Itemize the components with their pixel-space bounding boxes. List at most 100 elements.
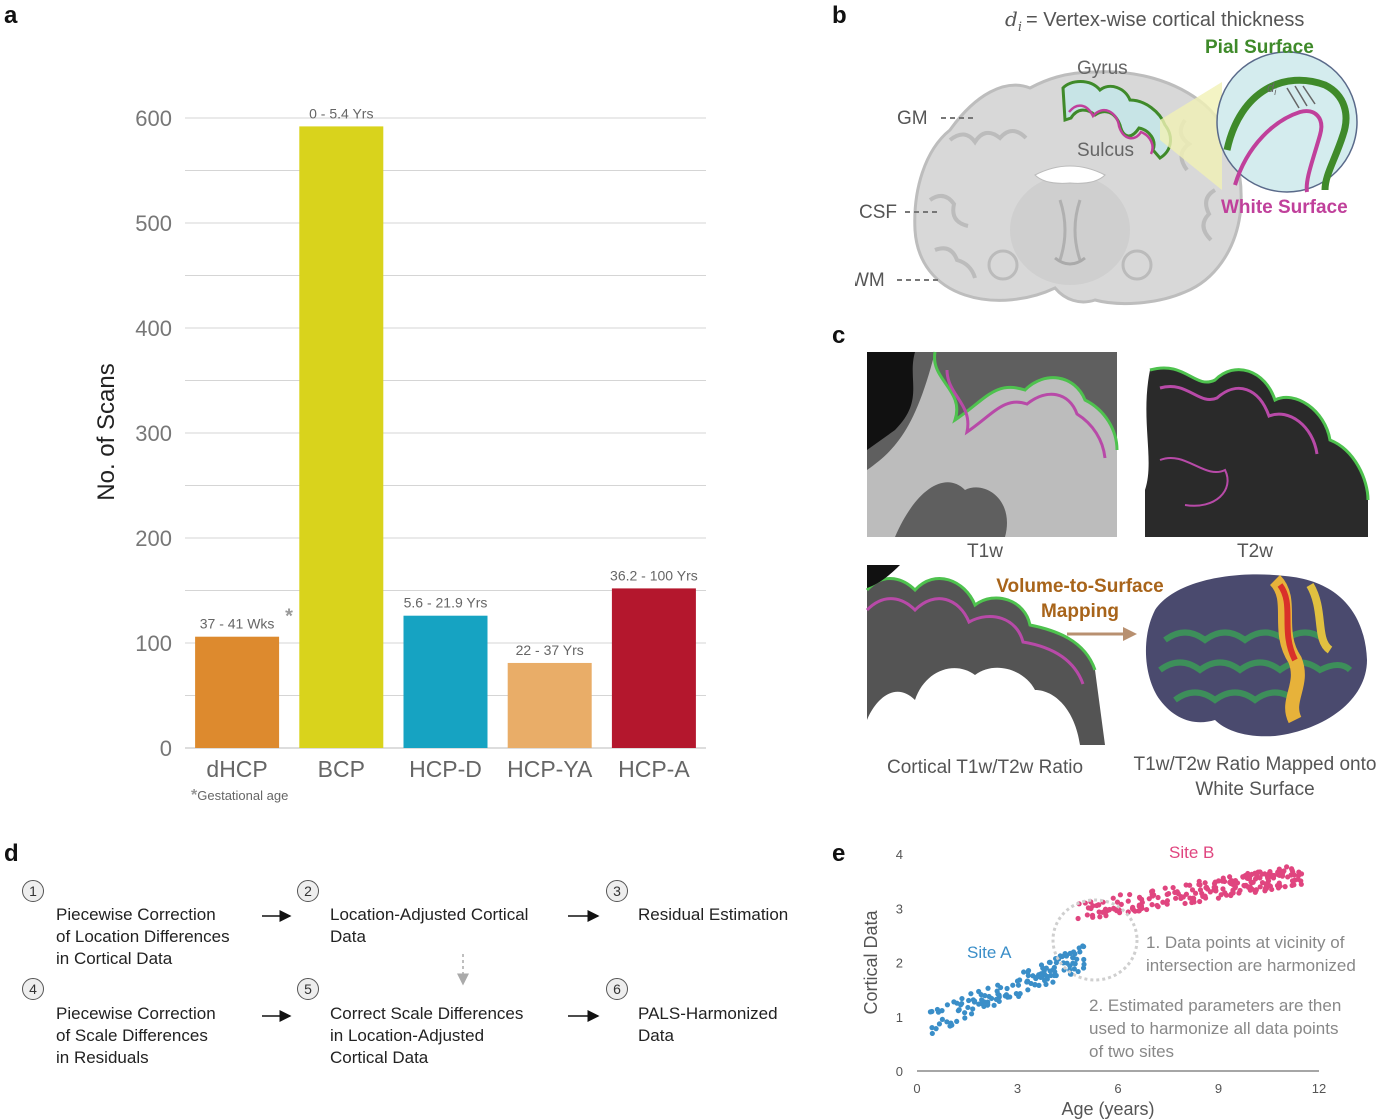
scatter-point [1130,904,1136,910]
scatter-point [1197,898,1203,905]
scatter-point [981,999,987,1005]
scatter-point [1196,878,1202,884]
scatter-point [982,993,988,999]
scatter-point [995,991,1001,997]
scatter-point [1088,905,1094,912]
scatter-xlabel: Age (years) [1061,1099,1154,1119]
step-1-text: Piecewise Correction of Location Differen… [56,905,230,968]
footnote: *Gestational age [191,787,288,804]
y-tick-label: 0 [160,736,172,761]
bar-range-label: 37 - 41 Wks [200,616,275,632]
panel-letter-a: a [4,2,18,29]
bar-dhcp [195,636,280,748]
scatter-point [1187,882,1193,888]
scatter-point [1182,900,1188,907]
white-surface-label: White Surface [1221,197,1348,218]
scatter-point [1053,960,1059,966]
scatter-point [1230,890,1236,896]
x-tick-label: 6 [1114,1081,1121,1096]
y-tick-label: 3 [896,901,903,916]
scatter-point [933,1026,939,1032]
step-2-text: Location-Adjusted Cortical Data [330,905,529,946]
x-category-label: HCP-A [618,756,690,782]
gyrus-label: Gyrus [1077,58,1128,79]
scatter-point [1118,901,1124,907]
mapping-label-line2: Mapping [1041,601,1119,622]
scatter-point [1097,914,1103,920]
bar-bcp [299,126,384,748]
scatter-point [1288,866,1295,872]
mapped-caption-line1: T1w/T2w Ratio Mapped onto [1134,754,1377,775]
scatter-point [965,1004,971,1011]
x-category-label: HCP-D [409,756,482,782]
t1w-caption: T1w [967,541,1003,562]
t1w-image [867,351,1119,537]
scatter-point [1150,888,1156,894]
scatter-point [1114,899,1121,905]
footnote-mark: * [285,606,293,628]
t2w-image [1140,352,1370,537]
step-3-text: Residual Estimation [638,905,789,924]
scatter-point [1174,889,1180,895]
scatter-point [1040,965,1046,971]
bar-range-label: 5.6 - 21.9 Yrs [404,595,488,611]
step-1-number: 1 [22,880,44,902]
x-category-label: HCP-YA [507,756,593,782]
scatter-point [1103,913,1109,919]
scatter-point [981,1003,987,1010]
bar-hcp-d [403,615,488,748]
ratio-image [865,565,1105,745]
y-tick-label: 300 [135,421,172,446]
scatter-point [1047,959,1053,966]
scatter-point [939,1016,945,1023]
scatter-point [1227,874,1233,880]
scatter-point [1204,886,1211,892]
scatter-point [1015,982,1022,988]
scatter-point [1062,950,1068,957]
scatter-point [968,1011,975,1017]
scatter-point [1263,881,1269,887]
bar-hcp-ya [507,662,592,748]
bar-hcp-a [611,588,696,748]
brain-coronal-slice [913,70,1243,306]
scatter-point [1269,872,1275,878]
scatter-point [1017,991,1023,997]
scatter-point [1247,875,1253,881]
scatter-point [929,1008,935,1015]
scatter-point [1075,915,1081,922]
t2w-caption: T2w [1237,541,1273,562]
scatter-point [1220,886,1226,892]
scatter-point [1164,898,1171,904]
scatter-point [1149,902,1155,908]
scatter-point [1240,874,1246,880]
scatter-point [962,1015,968,1021]
scatter-point [939,1008,945,1014]
scatter-point [966,997,972,1004]
scatter-point [1070,954,1076,961]
scatter-point [959,1000,965,1007]
panel-letter-d: d [4,840,19,867]
scatter-point [1089,912,1096,918]
intersection-circle [1051,898,1139,982]
scatter-point [995,982,1001,988]
scatter-point [1057,953,1063,959]
scatter-point [1125,898,1131,904]
scatter-point [1010,982,1016,988]
y-tick-label: 400 [135,316,172,341]
scatter-point [1127,891,1133,898]
bar-chart: 0 100 200 300 400 500 600 37 - 41 Wks dHCP 0 - 5.… [93,105,706,804]
scatter-point [1298,881,1304,887]
step-5-text: Correct Scale Differences in Location-Adj… [330,1004,524,1067]
scatter-point [996,998,1002,1004]
scatter-ylabel-text: Cortical Data [861,909,881,1014]
panel-letter-c: c [832,322,846,349]
mri-panel: T1w T2w Cortical T1w/T2w Ratio Volume-to… [865,351,1377,800]
csf-label: CSF [859,202,897,223]
scatter-point [1202,880,1208,886]
scatter-point [1252,870,1258,876]
scatter-point [1213,887,1219,893]
scatter-point [944,1019,950,1025]
step-4-number: 4 [22,978,44,1000]
x-tick-label: 3 [1014,1081,1021,1096]
scatter-point [1170,885,1176,891]
